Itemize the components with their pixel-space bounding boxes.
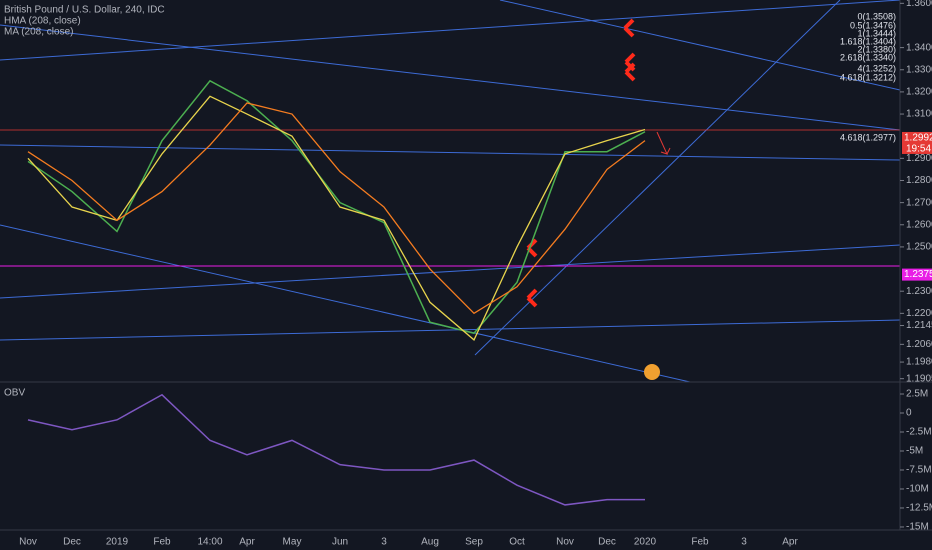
x-tick-label: 2019	[106, 537, 129, 548]
y-tick-label: 1.3400	[906, 42, 932, 53]
series-line	[27, 95, 646, 341]
y-tick-label: -12.5M	[906, 503, 932, 514]
y-tick-label: 1.2600	[906, 219, 932, 230]
x-tick-label: Aug	[421, 537, 439, 548]
y-tick-label: 1.2500	[906, 242, 932, 253]
x-tick-label: Apr	[782, 537, 798, 548]
series-line	[27, 102, 646, 315]
fib-label: 4(1.3252)	[857, 63, 896, 73]
x-tick-label: Apr	[239, 537, 255, 548]
y-tick-label: 1.3600	[906, 0, 932, 9]
y-tick-label: 1.2300	[906, 286, 932, 297]
fib-label: 4.618(1.3212)	[840, 72, 896, 82]
x-tick-label: Oct	[509, 537, 525, 548]
x-tick-label: 14:00	[197, 537, 222, 548]
y-tick-label: -7.5M	[906, 465, 932, 476]
fib-label: 2.618(1.3340)	[840, 52, 896, 62]
y-tick-label: 1.2145	[906, 320, 932, 331]
x-tick-label: Nov	[19, 537, 37, 548]
fib-label: 0.5(1.3476)	[850, 20, 896, 30]
price-marker	[902, 268, 932, 281]
y-tick-label: -15M	[906, 522, 929, 533]
x-tick-label: Feb	[691, 537, 709, 548]
x-tick-label: Feb	[153, 537, 171, 548]
y-tick-label: 2.5M	[906, 389, 928, 400]
x-tick-label: Dec	[63, 537, 81, 548]
y-tick-label: 1.2060	[906, 339, 932, 350]
y-tick-label: 1.3300	[906, 64, 932, 75]
fib-label: 2(1.3380)	[857, 44, 896, 54]
price-marker	[902, 131, 932, 154]
x-tick-label: 2020	[634, 537, 657, 548]
y-tick-label: 1.2700	[906, 197, 932, 208]
y-tick-label: -2.5M	[906, 427, 932, 438]
price-marker-label: 1.2375	[904, 269, 932, 280]
series-line	[27, 393, 645, 506]
x-tick-label: 3	[381, 537, 387, 548]
series-line	[27, 79, 646, 335]
panel-title: OBV	[4, 388, 25, 399]
y-tick-label: 1.2200	[906, 308, 932, 319]
y-tick-label: -5M	[906, 446, 923, 457]
price-marker-time: 19:54	[906, 144, 931, 155]
panel-title: British Pound / U.S. Dollar, 240, IDC	[4, 5, 165, 16]
x-tick-label: 3	[741, 537, 747, 548]
y-tick-label: 1.2900	[906, 153, 932, 164]
y-tick-label: 1.2800	[906, 175, 932, 186]
fib-label: 1(1.3444)	[857, 28, 896, 38]
x-tick-label: Nov	[556, 537, 574, 548]
y-tick-label: 1.3200	[906, 87, 932, 98]
fib-label: 0(1.3508)	[857, 11, 896, 21]
fib-label: 4.618(1.2977)	[840, 132, 896, 142]
x-tick-label: Sep	[465, 537, 483, 548]
trendlines	[0, 0, 932, 531]
y-tick-label: 1.3100	[906, 109, 932, 120]
x-tick-label: May	[283, 537, 302, 548]
x-tick-label: Jun	[332, 537, 348, 548]
legend-entry: HMA (208, close)	[4, 16, 81, 27]
y-tick-label: 1.1905	[906, 373, 932, 384]
y-tick-label: -10M	[906, 484, 929, 495]
legend-entry: MA (208, close)	[4, 27, 73, 38]
y-tick-label: 1.1980	[906, 357, 932, 368]
x-tick-label: Dec	[598, 537, 616, 548]
y-tick-label: 0	[906, 408, 912, 419]
price-marker-label: 1.2992	[904, 133, 932, 144]
fib-label: 1.618(1.3404)	[840, 36, 896, 46]
